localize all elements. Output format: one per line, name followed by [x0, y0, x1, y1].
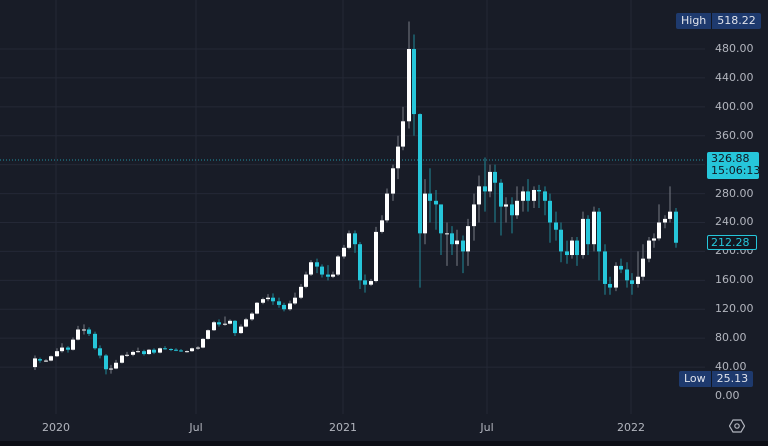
time-tick-label: 2021: [329, 421, 357, 434]
low-value: 25.13: [710, 371, 754, 387]
price-tick-label: 360.00: [715, 129, 754, 142]
price-tick-label: 480.00: [715, 42, 754, 55]
price-tick-label: 120.00: [715, 302, 754, 315]
price-tick-label: 400.00: [715, 100, 754, 113]
high-label: High: [676, 13, 712, 29]
high-badge: High 518.22: [676, 13, 761, 29]
price-tick-label: 80.00: [715, 331, 747, 344]
price-tick-label: 40.00: [715, 360, 747, 373]
grid-lines: [0, 0, 705, 414]
time-axis[interactable]: 2020 Jul 2021 Jul 2022: [0, 414, 705, 442]
price-tick-label: 280.00: [715, 187, 754, 200]
time-tick-label: Jul: [480, 421, 494, 434]
low-label: Low: [679, 371, 711, 387]
last-price-badge: 326.88 15:06:13: [707, 152, 761, 179]
time-tick-label: 2020: [42, 421, 70, 434]
price-tick-label: 240.00: [715, 215, 754, 228]
price-tick-label: 0.00: [715, 389, 740, 402]
plot-area[interactable]: [0, 0, 705, 414]
last-price-value: 326.88: [711, 152, 750, 165]
last-price-time: 15:06:13: [711, 164, 761, 177]
price-axis[interactable]: 480.00 440.00 400.00 360.00 280.00 240.00 200.…: [705, 0, 768, 414]
candles: [33, 21, 678, 375]
price-tick-label: 440.00: [715, 71, 754, 84]
high-value: 518.22: [711, 13, 761, 29]
price-tick-label: 160.00: [715, 273, 754, 286]
time-tick-label: 2022: [617, 421, 645, 434]
settings-hexagon-icon[interactable]: [729, 418, 745, 434]
current-price-badge: 212.28: [707, 235, 757, 250]
time-tick-label: Jul: [189, 421, 203, 434]
low-badge: Low 25.13: [679, 371, 754, 387]
bottom-bar: [0, 441, 768, 446]
